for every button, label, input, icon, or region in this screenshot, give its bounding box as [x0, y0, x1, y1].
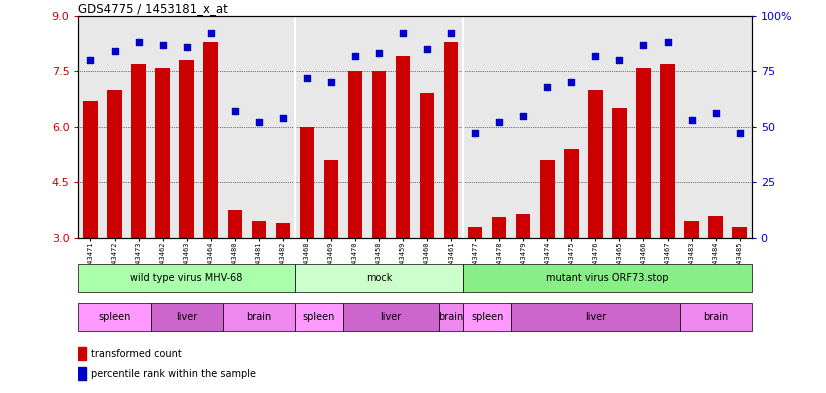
Bar: [227, 210, 242, 238]
Point: [685, 117, 698, 123]
Point: [84, 57, 97, 63]
Point: [733, 130, 746, 136]
Text: infection: infection: [0, 392, 1, 393]
Bar: [83, 101, 97, 238]
Bar: [612, 108, 627, 238]
Bar: [155, 68, 170, 238]
Bar: [179, 60, 194, 238]
Bar: [516, 214, 530, 238]
Point: [156, 41, 169, 48]
Bar: [396, 57, 411, 238]
Point: [373, 50, 386, 57]
Bar: [300, 127, 314, 238]
Bar: [564, 149, 578, 238]
Bar: [492, 217, 506, 238]
Point: [516, 112, 529, 119]
Bar: [343, 303, 439, 332]
Bar: [660, 64, 675, 238]
Text: liver: liver: [176, 312, 197, 322]
Bar: [295, 303, 343, 332]
Bar: [444, 42, 458, 238]
Point: [349, 53, 362, 59]
Text: brain: brain: [439, 312, 463, 322]
Text: brain: brain: [703, 312, 729, 322]
Bar: [372, 71, 387, 238]
Bar: [131, 64, 145, 238]
Point: [108, 48, 121, 54]
Point: [468, 130, 482, 136]
Point: [276, 115, 289, 121]
Point: [589, 53, 602, 59]
Point: [132, 39, 145, 46]
Bar: [680, 303, 752, 332]
Bar: [223, 303, 295, 332]
Bar: [78, 367, 86, 380]
Point: [637, 41, 650, 48]
Point: [396, 30, 410, 37]
Bar: [150, 303, 223, 332]
Point: [301, 75, 314, 81]
Bar: [468, 227, 482, 238]
Text: liver: liver: [381, 312, 401, 322]
Bar: [78, 347, 86, 360]
Point: [325, 79, 338, 86]
Bar: [439, 303, 463, 332]
Text: transformed count: transformed count: [91, 349, 182, 359]
Bar: [78, 303, 150, 332]
Text: wild type virus MHV-68: wild type virus MHV-68: [131, 273, 243, 283]
Bar: [636, 68, 651, 238]
Bar: [107, 90, 121, 238]
Point: [541, 84, 554, 90]
Bar: [463, 264, 752, 292]
Point: [252, 119, 265, 125]
Bar: [276, 223, 290, 238]
Point: [565, 79, 578, 86]
Text: liver: liver: [585, 312, 606, 322]
Text: spleen: spleen: [471, 312, 503, 322]
Text: mock: mock: [366, 273, 392, 283]
Bar: [540, 160, 554, 238]
Text: spleen: spleen: [98, 312, 131, 322]
Text: brain: brain: [246, 312, 272, 322]
Bar: [463, 303, 511, 332]
Bar: [252, 221, 266, 238]
Point: [204, 30, 217, 37]
Point: [420, 46, 434, 52]
Text: tissue: tissue: [0, 392, 1, 393]
Point: [661, 39, 674, 46]
Bar: [348, 71, 362, 238]
Bar: [78, 264, 295, 292]
Bar: [511, 303, 680, 332]
Point: [180, 44, 193, 50]
Point: [228, 108, 241, 114]
Point: [492, 119, 506, 125]
Point: [709, 110, 722, 117]
Text: spleen: spleen: [302, 312, 335, 322]
Point: [444, 30, 458, 37]
Text: percentile rank within the sample: percentile rank within the sample: [91, 369, 255, 379]
Bar: [324, 160, 338, 238]
Bar: [684, 221, 699, 238]
Bar: [420, 94, 434, 238]
Text: GDS4775 / 1453181_x_at: GDS4775 / 1453181_x_at: [78, 2, 228, 15]
Bar: [588, 90, 603, 238]
Bar: [709, 215, 723, 238]
Text: mutant virus ORF73.stop: mutant virus ORF73.stop: [546, 273, 669, 283]
Bar: [295, 264, 463, 292]
Point: [613, 57, 626, 63]
Bar: [733, 227, 747, 238]
Bar: [203, 42, 218, 238]
